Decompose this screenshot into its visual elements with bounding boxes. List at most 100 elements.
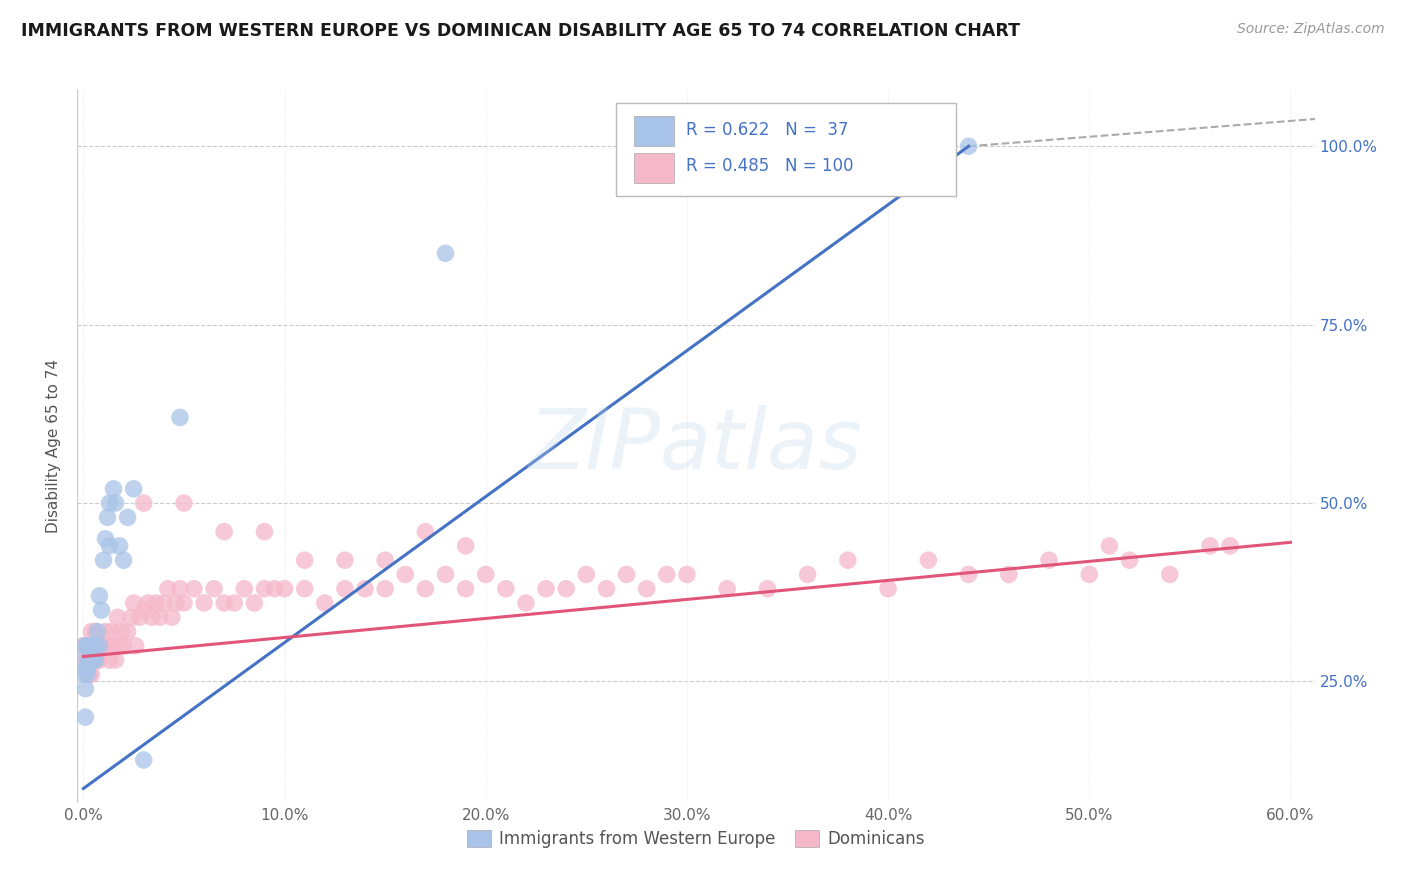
Point — [374, 553, 396, 567]
Point — [79, 653, 101, 667]
Point — [122, 596, 145, 610]
Point — [112, 639, 135, 653]
FancyBboxPatch shape — [616, 103, 956, 196]
Text: R = 0.485   N = 100: R = 0.485 N = 100 — [686, 157, 853, 175]
Point — [100, 624, 122, 639]
Point — [136, 596, 159, 610]
Point — [243, 596, 266, 610]
Point — [616, 567, 638, 582]
Point — [82, 653, 104, 667]
Point — [454, 539, 477, 553]
Point — [394, 567, 416, 582]
Point — [80, 624, 103, 639]
Point — [415, 582, 437, 596]
Point — [756, 582, 779, 596]
Point — [434, 567, 457, 582]
Text: IMMIGRANTS FROM WESTERN EUROPE VS DOMINICAN DISABILITY AGE 65 TO 74 CORRELATION : IMMIGRANTS FROM WESTERN EUROPE VS DOMINI… — [21, 22, 1021, 40]
Point — [253, 582, 276, 596]
Point — [374, 582, 396, 596]
Point — [79, 653, 101, 667]
Point — [314, 596, 336, 610]
Point — [104, 653, 127, 667]
Point — [128, 610, 150, 624]
Point — [149, 610, 172, 624]
Point — [1118, 553, 1140, 567]
Point — [636, 582, 658, 596]
FancyBboxPatch shape — [634, 116, 673, 146]
Point — [141, 610, 163, 624]
Point — [75, 710, 97, 724]
Point — [434, 246, 457, 260]
Point — [86, 653, 108, 667]
Point — [1159, 567, 1181, 582]
Point — [80, 639, 103, 653]
Point — [169, 582, 191, 596]
Point — [89, 653, 111, 667]
Point — [165, 596, 187, 610]
Point — [534, 582, 557, 596]
Point — [76, 660, 98, 674]
Point — [1199, 539, 1222, 553]
Point — [93, 639, 115, 653]
Point — [333, 553, 356, 567]
FancyBboxPatch shape — [634, 153, 673, 183]
Point — [233, 582, 256, 596]
Point — [183, 582, 205, 596]
Point — [76, 639, 98, 653]
Point — [94, 532, 117, 546]
Point — [96, 510, 118, 524]
Point — [193, 596, 215, 610]
Point — [263, 582, 285, 596]
Point — [80, 653, 103, 667]
Point — [160, 610, 183, 624]
Point — [86, 624, 108, 639]
Point — [132, 496, 155, 510]
Point — [112, 553, 135, 567]
Point — [89, 639, 111, 653]
Point — [515, 596, 537, 610]
Point — [122, 482, 145, 496]
Point — [76, 667, 98, 681]
Point — [796, 567, 818, 582]
Y-axis label: Disability Age 65 to 74: Disability Age 65 to 74 — [46, 359, 62, 533]
Point — [79, 639, 101, 653]
Point — [75, 639, 97, 653]
Point — [957, 139, 980, 153]
Point — [79, 639, 101, 653]
Point — [84, 653, 107, 667]
Point — [108, 539, 131, 553]
Point — [555, 582, 578, 596]
Point — [877, 582, 900, 596]
Point — [73, 667, 96, 681]
Point — [202, 582, 225, 596]
Legend: Immigrants from Western Europe, Dominicans: Immigrants from Western Europe, Dominica… — [461, 823, 931, 855]
Point — [73, 648, 96, 662]
Point — [108, 639, 131, 653]
Point — [80, 667, 103, 681]
Point — [145, 596, 167, 610]
Point — [495, 582, 517, 596]
Point — [82, 639, 104, 653]
Point — [103, 639, 125, 653]
Point — [107, 610, 129, 624]
Point — [104, 496, 127, 510]
Point — [173, 596, 195, 610]
Text: ZIPatlas: ZIPatlas — [529, 406, 863, 486]
Point — [79, 653, 101, 667]
Point — [82, 639, 104, 653]
Point — [73, 648, 96, 662]
Point — [917, 553, 939, 567]
Point — [716, 582, 738, 596]
Point — [84, 624, 107, 639]
Point — [1219, 539, 1241, 553]
Point — [156, 582, 179, 596]
Point — [98, 496, 121, 510]
Point — [957, 567, 980, 582]
Point — [94, 624, 117, 639]
Point — [117, 624, 139, 639]
Point — [169, 410, 191, 425]
Point — [79, 667, 101, 681]
Point — [110, 624, 132, 639]
Point — [124, 639, 146, 653]
Point — [75, 660, 97, 674]
